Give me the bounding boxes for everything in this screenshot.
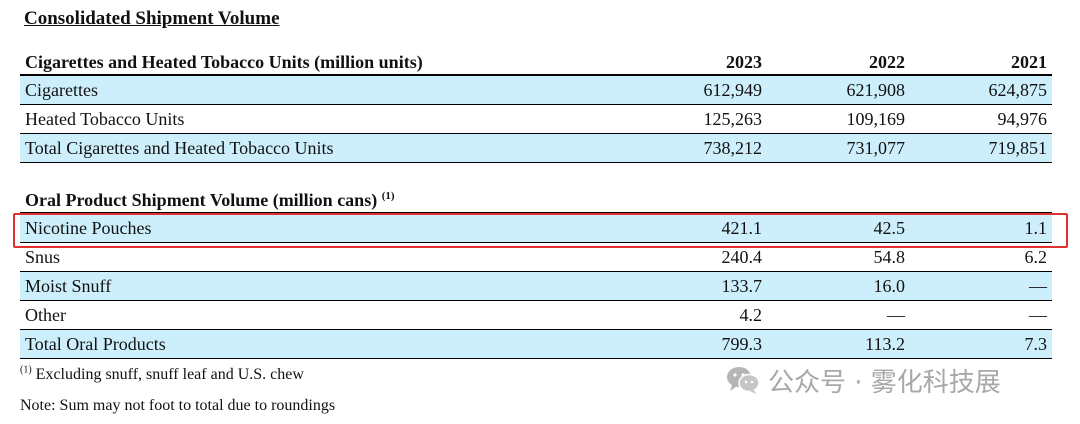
row-label: Total Oral Products bbox=[25, 334, 166, 354]
cell-2023: 612,949 bbox=[703, 80, 763, 100]
cell-2023: 799.3 bbox=[721, 334, 763, 354]
cell-2023: 240.4 bbox=[721, 247, 763, 267]
cell-2021: 94,976 bbox=[997, 109, 1048, 129]
cell-2023: 421.1 bbox=[721, 218, 763, 238]
row-label: Nicotine Pouches bbox=[25, 218, 152, 238]
table-row: Nicotine Pouches 421.1 42.5 1.1 bbox=[20, 214, 1052, 243]
footnote-marker: (1) bbox=[20, 364, 32, 376]
cell-2022: 621,908 bbox=[846, 80, 906, 100]
cell-2023: 4.2 bbox=[739, 305, 763, 325]
footnote-text: Excluding snuff, snuff leaf and U.S. che… bbox=[31, 366, 304, 383]
cell-2022: — bbox=[887, 305, 905, 325]
cell-2022: 42.5 bbox=[873, 218, 906, 238]
table-row: Heated Tobacco Units 125,263 109,169 94,… bbox=[20, 105, 1052, 134]
cell-2022: 54.8 bbox=[873, 247, 906, 267]
year-2021: 2021 bbox=[1011, 52, 1047, 72]
cell-2021: — bbox=[1029, 305, 1047, 325]
cigarettes-table: Cigarettes and Heated Tobacco Units (mil… bbox=[20, 50, 1052, 163]
row-label: Total Cigarettes and Heated Tobacco Unit… bbox=[25, 138, 334, 158]
page-title: Consolidated Shipment Volume bbox=[24, 8, 280, 29]
cell-2021: — bbox=[1029, 276, 1047, 296]
cigarettes-header-label: Cigarettes and Heated Tobacco Units (mil… bbox=[25, 52, 423, 72]
table-row: Other 4.2 — — bbox=[20, 301, 1052, 330]
year-2022: 2022 bbox=[869, 52, 905, 72]
table-row-total: Total Oral Products 799.3 113.2 7.3 bbox=[20, 330, 1052, 359]
cell-2021: 624,875 bbox=[988, 80, 1048, 100]
cell-2021: 7.3 bbox=[1024, 334, 1048, 354]
year-2023: 2023 bbox=[726, 52, 762, 72]
watermark: 公众号 · 雾化科技展 bbox=[726, 362, 1001, 398]
cigarettes-header-row: Cigarettes and Heated Tobacco Units (mil… bbox=[20, 50, 1052, 76]
cell-2022: 109,169 bbox=[846, 109, 906, 129]
cell-2021: 719,851 bbox=[988, 138, 1048, 158]
row-label: Snus bbox=[25, 247, 61, 267]
table-row: Snus 240.4 54.8 6.2 bbox=[20, 243, 1052, 272]
footnote: (1) Excluding snuff, snuff leaf and U.S.… bbox=[20, 364, 304, 384]
wechat-icon bbox=[727, 367, 760, 394]
oral-header-label: Oral Product Shipment Volume (million ca… bbox=[25, 188, 395, 212]
row-label: Moist Snuff bbox=[25, 276, 112, 296]
row-label: Other bbox=[25, 305, 66, 325]
cell-2023: 738,212 bbox=[703, 138, 763, 158]
table-row-total: Total Cigarettes and Heated Tobacco Unit… bbox=[20, 134, 1052, 163]
note: Note: Sum may not foot to total due to r… bbox=[20, 397, 336, 414]
cell-2022: 113.2 bbox=[865, 334, 905, 354]
cell-2022: 16.0 bbox=[873, 276, 906, 296]
table-row: Cigarettes 612,949 621,908 624,875 bbox=[20, 76, 1052, 105]
cell-2021: 6.2 bbox=[1024, 247, 1048, 267]
oral-header-text: Oral Product Shipment Volume (million ca… bbox=[25, 190, 378, 210]
table-row: Moist Snuff 133.7 16.0 — bbox=[20, 272, 1052, 301]
footnote-marker: (1) bbox=[381, 190, 395, 202]
cell-2023: 133.7 bbox=[721, 276, 763, 296]
cell-2022: 731,077 bbox=[846, 138, 906, 158]
oral-products-table: Oral Product Shipment Volume (million ca… bbox=[20, 188, 1052, 359]
cell-2021: 1.1 bbox=[1024, 218, 1048, 238]
row-label: Cigarettes bbox=[25, 80, 98, 100]
watermark-text: 公众号 · 雾化科技展 bbox=[768, 367, 1001, 398]
cell-2023: 125,263 bbox=[703, 109, 763, 129]
row-label: Heated Tobacco Units bbox=[25, 109, 185, 129]
oral-header-row: Oral Product Shipment Volume (million ca… bbox=[20, 188, 1052, 214]
